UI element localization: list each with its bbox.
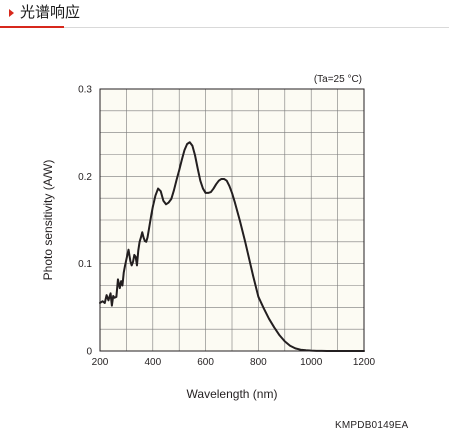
header-divider-accent bbox=[0, 26, 64, 28]
section-title: 光谱响应 bbox=[20, 4, 81, 21]
x-tick-label: 1000 bbox=[300, 357, 323, 368]
figure-code: KMPDB0149EA bbox=[335, 420, 409, 431]
y-tick-label: 0.1 bbox=[78, 259, 92, 270]
x-tick-label: 200 bbox=[92, 357, 109, 368]
condition-annotation: (Ta=25 °C) bbox=[314, 74, 362, 85]
header-divider bbox=[0, 27, 449, 28]
red-arrow-icon bbox=[9, 9, 14, 17]
y-tick-label: 0.3 bbox=[78, 85, 92, 96]
y-tick-label: 0 bbox=[86, 347, 92, 358]
x-tick-label: 800 bbox=[250, 357, 267, 368]
x-tick-labels: 200 400 600 800 1000 1200 bbox=[92, 357, 376, 368]
plot-frame bbox=[99, 88, 365, 352]
x-tick-label: 1200 bbox=[353, 357, 376, 368]
series-line bbox=[99, 141, 365, 352]
y-axis-label: Photo sensitivity (A/W) bbox=[41, 160, 55, 281]
x-axis-label: Wavelength (nm) bbox=[187, 387, 278, 401]
y-tick-label: 0.2 bbox=[78, 172, 92, 183]
section-header: 光谱响应 bbox=[0, 0, 449, 32]
x-tick-label: 600 bbox=[197, 357, 214, 368]
y-tick-labels: 0 0.1 0.2 0.3 bbox=[78, 85, 92, 358]
x-tick-label: 400 bbox=[144, 357, 161, 368]
grid bbox=[100, 89, 364, 351]
